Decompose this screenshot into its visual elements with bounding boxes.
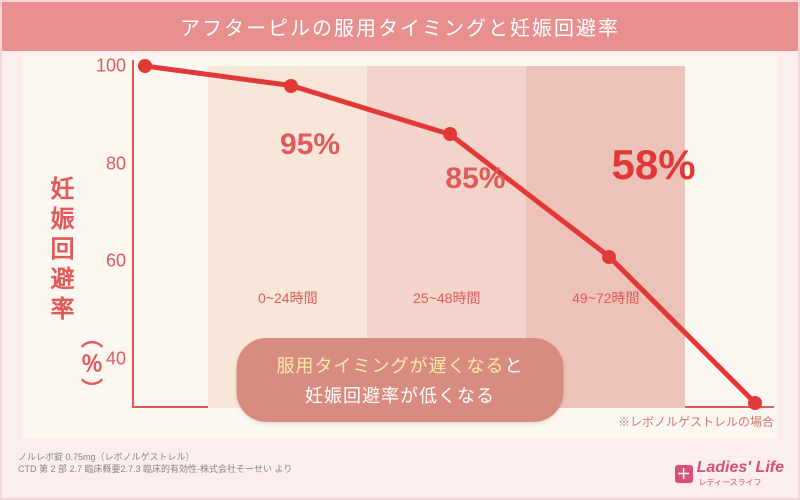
- callout-rest: と: [505, 356, 524, 376]
- data-label: 58%: [611, 141, 695, 189]
- data-marker: [138, 59, 152, 73]
- chart-panel: 妊娠回避率 （％） 0~24時間25~48時間49~72時間4060801009…: [22, 56, 778, 438]
- callout-accent: 服用タイミングが遅くなる: [277, 356, 505, 376]
- footnote-line2: CTD 第 2 部 2.7 臨床概要2.7.3 臨床的有効性-株式会社そーせい …: [18, 463, 292, 476]
- data-marker: [284, 79, 298, 93]
- callout-box: 服用タイミングが遅くなると 妊娠回避率が低くなる: [237, 338, 564, 422]
- brand-sub: レディースライフ: [699, 477, 784, 488]
- brand-name: Ladies' Life: [697, 459, 784, 476]
- note-disclaimer: ※レボノルゲストレルの場合: [618, 413, 774, 430]
- data-label: 95%: [280, 128, 340, 162]
- y-tick-label: 40: [96, 349, 126, 370]
- brand-plus-icon: ＋: [675, 465, 693, 483]
- chart-title: アフターピルの服用タイミングと妊娠回避率: [180, 18, 620, 40]
- header-bar: アフターピルの服用タイミングと妊娠回避率: [2, 2, 798, 51]
- data-marker: [602, 250, 616, 264]
- footnote-line1: ノルレボ錠 0.75mg（レボノルゲストレル）: [18, 451, 292, 464]
- footnote: ノルレボ錠 0.75mg（レボノルゲストレル） CTD 第 2 部 2.7 臨床…: [18, 451, 292, 476]
- callout-line2: 妊娠回避率が低くなる: [277, 382, 524, 408]
- y-tick-label: 60: [96, 251, 126, 272]
- data-label: 85%: [445, 162, 505, 196]
- y-axis-title: 妊娠回避率: [42, 176, 77, 326]
- y-tick-label: 100: [96, 56, 126, 77]
- chart-container: アフターピルの服用タイミングと妊娠回避率 妊娠回避率 （％） 0~24時間25~…: [0, 0, 800, 500]
- brand-badge: ＋ Ladies' Life レディースライフ: [675, 459, 784, 488]
- data-marker: [748, 396, 762, 410]
- callout-line1: 服用タイミングが遅くなると: [277, 352, 524, 378]
- y-tick-label: 80: [96, 153, 126, 174]
